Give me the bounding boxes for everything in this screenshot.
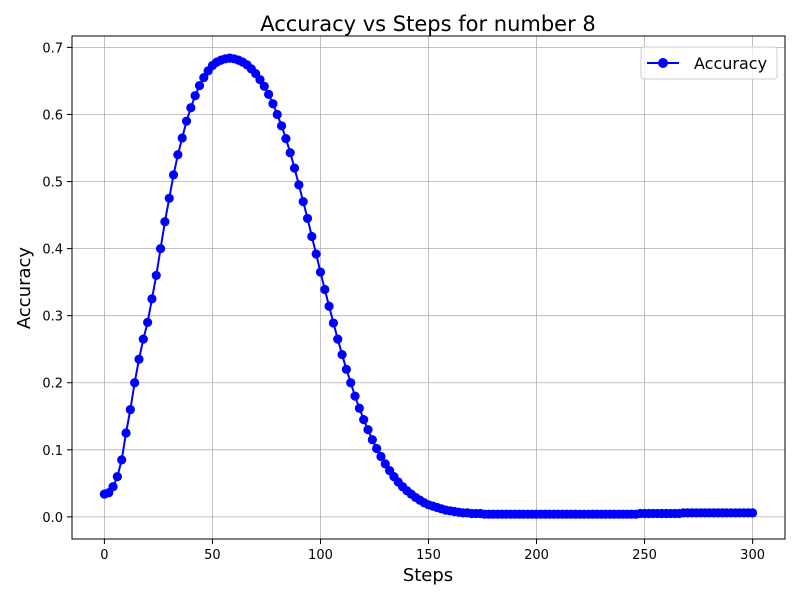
data-point (276, 121, 287, 131)
data-point (315, 267, 326, 277)
y-tick-label: 0.5 (42, 176, 63, 191)
data-point (320, 284, 330, 295)
data-point (194, 81, 205, 91)
y-tick-label: 0.7 (42, 41, 63, 56)
y-tick-label: 0.6 (42, 108, 63, 123)
ticks: 0 50 100 150 200 250 300 0.0 0.1 0.2 0.3 0.4 0.5 0.6 0… (42, 41, 765, 563)
data-point (324, 301, 334, 311)
data-point (372, 443, 382, 454)
data-point (138, 334, 148, 344)
data-point (155, 244, 166, 254)
chart-title: Accuracy vs Steps for number 8 (260, 12, 596, 36)
data-point (337, 349, 347, 360)
y-tick-label: 0.4 (42, 243, 63, 258)
data-point (298, 197, 308, 207)
data-point (190, 91, 200, 101)
x-tick-label: 250 (632, 548, 657, 563)
data-point (363, 425, 373, 435)
data-point (173, 150, 183, 160)
data-point (272, 109, 282, 120)
data-point (160, 217, 170, 227)
data-point (151, 270, 161, 281)
legend: Accuracy (640, 46, 778, 80)
data-point (164, 193, 174, 203)
y-axis-title: Accuracy (14, 247, 35, 330)
data-point (302, 213, 313, 224)
data-point (281, 134, 291, 144)
data-point (177, 133, 187, 143)
data-point (125, 404, 135, 415)
series-layer (99, 53, 758, 519)
x-tick-label: 150 (416, 548, 441, 563)
legend-label-accuracy: Accuracy (694, 54, 767, 73)
grid (72, 36, 785, 539)
data-point (255, 74, 265, 85)
data-point (134, 354, 144, 364)
legend-box (640, 46, 778, 80)
x-tick-label: 50 (204, 548, 221, 563)
y-tick-label: 0.0 (42, 511, 63, 526)
data-point (268, 99, 278, 109)
data-point (143, 317, 153, 327)
data-point (359, 415, 369, 425)
x-tick-label: 300 (740, 548, 765, 563)
legend-swatch-marker (658, 58, 668, 68)
data-point (168, 170, 179, 180)
data-point (367, 435, 377, 445)
data-point (346, 378, 356, 388)
data-point (181, 116, 192, 126)
data-point (354, 403, 364, 413)
y-tick-label: 0.2 (42, 377, 63, 392)
data-point (294, 180, 304, 190)
data-point (108, 482, 118, 492)
data-point (328, 318, 339, 328)
y-tick-label: 0.3 (42, 310, 63, 325)
data-point (117, 455, 127, 465)
x-tick-label: 100 (308, 548, 333, 563)
x-tick-label: 200 (524, 548, 549, 563)
data-point (376, 451, 386, 462)
data-point (199, 72, 209, 83)
data-point (341, 364, 351, 374)
data-point (333, 334, 343, 344)
data-point (747, 508, 758, 518)
data-point (186, 103, 196, 113)
data-point (350, 391, 360, 401)
data-point (121, 428, 131, 438)
data-point (311, 249, 321, 259)
data-point (112, 472, 122, 482)
x-tick-label: 0 (100, 548, 108, 563)
y-tick-label: 0.1 (42, 444, 63, 459)
data-point (289, 163, 300, 173)
x-axis-title: Steps (403, 565, 453, 586)
data-point (259, 81, 269, 91)
data-point (130, 378, 140, 388)
data-point (264, 89, 274, 99)
data-point (380, 459, 390, 469)
data-point (147, 294, 157, 304)
data-point (285, 148, 295, 158)
data-point (307, 231, 317, 242)
